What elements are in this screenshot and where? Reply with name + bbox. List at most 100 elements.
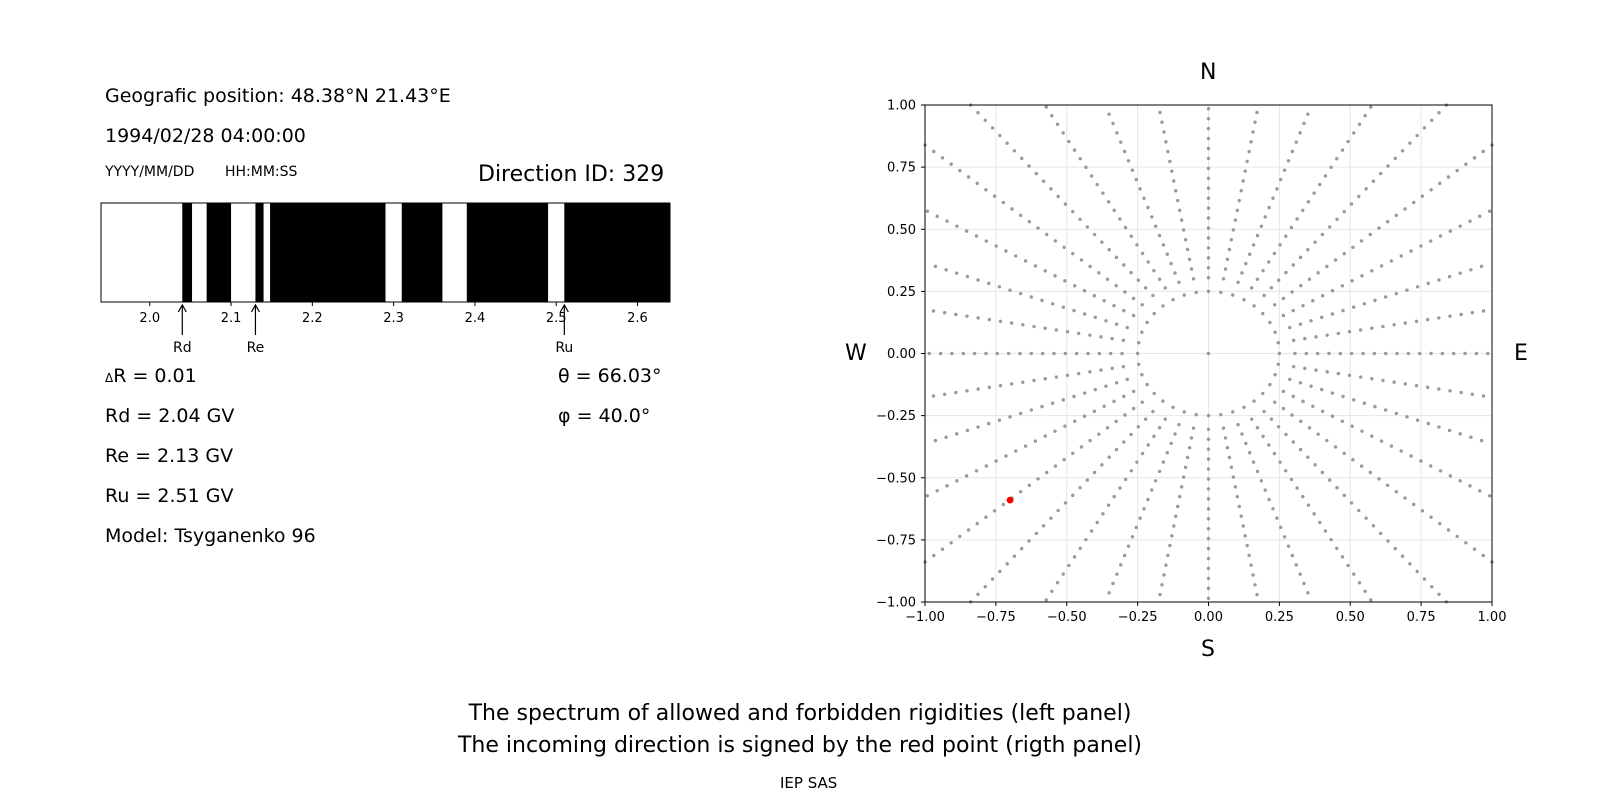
- direction-point: [1370, 269, 1374, 273]
- direction-point: [1178, 208, 1182, 213]
- direction-point: [1240, 271, 1244, 275]
- direction-point: [998, 383, 1003, 388]
- direction-point: [1041, 524, 1046, 528]
- direction-point: [1279, 525, 1283, 530]
- direction-point: [1104, 319, 1108, 323]
- direction-point: [1126, 544, 1131, 548]
- direction-point: [1233, 218, 1238, 222]
- direction-point: [1021, 323, 1025, 327]
- direction-point: [1164, 563, 1168, 567]
- direction-point: [1255, 110, 1259, 115]
- direction-point: [1447, 428, 1452, 433]
- direction-point: [955, 224, 959, 228]
- direction-point: [1393, 156, 1397, 161]
- direction-point: [1088, 333, 1092, 337]
- direction-point: [1106, 503, 1111, 507]
- direction-point: [1420, 194, 1425, 198]
- direction-point: [1235, 208, 1239, 213]
- x-tick-label: 0.50: [1336, 610, 1365, 625]
- direction-point: [1206, 596, 1211, 600]
- direction-point: [1261, 391, 1265, 396]
- direction-point: [1194, 412, 1198, 417]
- direction-point: [1325, 438, 1329, 443]
- direction-point: [1393, 546, 1397, 551]
- direction-point: [1403, 321, 1408, 325]
- direction-point: [1268, 320, 1272, 325]
- direction-point: [1150, 215, 1154, 219]
- direction-point: [1320, 470, 1325, 475]
- direction-point: [1329, 537, 1333, 542]
- direction-point: [1335, 486, 1339, 490]
- direction-point: [1115, 131, 1119, 135]
- direction-point: [965, 389, 969, 393]
- theta-value: θ = 66.03°: [558, 365, 662, 387]
- direction-point: [1085, 478, 1090, 482]
- direction-point: [1129, 234, 1133, 238]
- direction-point: [1298, 322, 1303, 326]
- direction-point: [1071, 251, 1075, 256]
- direction-point: [1320, 387, 1324, 392]
- direction-point: [1479, 264, 1484, 269]
- direction-point: [1261, 434, 1265, 439]
- direction-point: [1311, 404, 1315, 409]
- direction-point: [1368, 232, 1372, 237]
- direction-point: [1029, 408, 1034, 412]
- direction-point: [1255, 233, 1260, 238]
- datetime: 1994/02/28 04:00:00: [105, 125, 306, 147]
- x-tick-label: 0.25: [1265, 610, 1294, 625]
- direction-point: [1110, 366, 1114, 371]
- direction-point: [927, 351, 931, 356]
- direction-point: [1406, 351, 1411, 356]
- direction-point: [1001, 502, 1005, 507]
- direction-point: [1349, 202, 1354, 206]
- direction-point: [1170, 534, 1174, 538]
- direction-point: [1350, 424, 1354, 428]
- direction-point: [1206, 351, 1211, 356]
- direction-point: [1174, 514, 1178, 518]
- direction-point: [1140, 251, 1145, 256]
- direction-point: [1252, 399, 1256, 403]
- direction-point: [1268, 382, 1272, 387]
- direction-point: [1165, 252, 1169, 256]
- y-tick-label: 0.25: [887, 285, 916, 300]
- direction-point: [1151, 293, 1155, 298]
- direction-point: [1291, 263, 1295, 267]
- direction-point: [1468, 219, 1472, 223]
- direction-point: [1481, 394, 1486, 398]
- direction-point: [1174, 189, 1178, 193]
- direction-point: [1481, 309, 1486, 313]
- direction-point: [1487, 494, 1492, 498]
- direction-point: [1281, 406, 1286, 411]
- direction-point: [1206, 507, 1211, 511]
- direction-point: [1206, 467, 1211, 471]
- direction-point: [1342, 451, 1346, 456]
- direction-point: [1261, 311, 1265, 316]
- direction-point: [1122, 394, 1126, 399]
- direction-point: [1472, 156, 1477, 160]
- direction-point: [1219, 290, 1223, 295]
- direction-point: [954, 312, 958, 317]
- direction-point: [925, 209, 930, 213]
- direction-point: [1455, 168, 1459, 173]
- direction-point: [1004, 454, 1008, 458]
- direction-point: [1333, 445, 1338, 449]
- direction-point: [1079, 258, 1084, 262]
- direction-point: [1403, 382, 1408, 386]
- east-label: E: [1514, 341, 1528, 366]
- direction-point: [1392, 380, 1396, 384]
- direction-point: [1121, 364, 1126, 369]
- direction-point: [1166, 149, 1170, 154]
- direction-point: [1122, 440, 1126, 444]
- y-tick-label: 0.00: [887, 347, 916, 362]
- direction-point: [1272, 451, 1277, 456]
- direction-point: [1263, 215, 1267, 219]
- direction-point: [1027, 220, 1032, 224]
- direction-point: [1088, 438, 1092, 443]
- direction-point: [1062, 245, 1066, 249]
- direction-point: [1399, 254, 1403, 258]
- direction-point: [1134, 177, 1138, 182]
- marker-label-rd: Rd: [173, 340, 192, 356]
- direction-point: [1267, 497, 1271, 502]
- direction-point: [1303, 336, 1307, 341]
- direction-point: [1206, 497, 1211, 501]
